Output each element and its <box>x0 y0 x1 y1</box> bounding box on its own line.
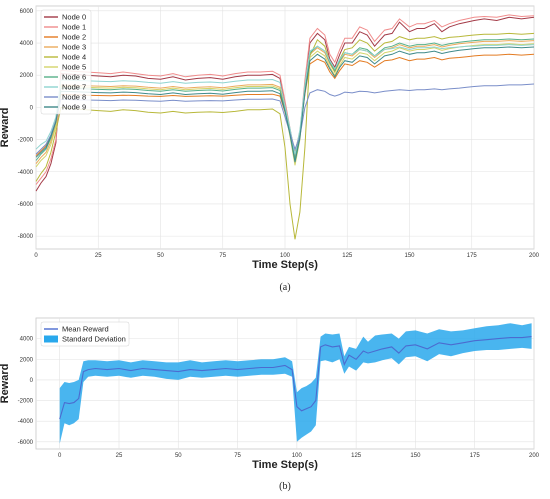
x-axis-label: Time Step(s) <box>252 259 318 271</box>
figure-caption: (a) <box>279 282 290 293</box>
y-tick-label: 4000 <box>20 41 34 47</box>
series-line-7 <box>35 44 535 155</box>
y-tick-label: -6000 <box>18 440 34 446</box>
legend-label: Standard Deviation <box>62 335 126 344</box>
y-axis-label: Reward <box>0 108 11 148</box>
mean-reward-line <box>59 336 532 420</box>
chart-b: 0 25 50 75 100 125 150 175 200 -6000 -4000 -2000 0 20… <box>0 317 540 492</box>
figure-caption: (b) <box>279 481 291 492</box>
x-tick-label: 100 <box>280 253 291 259</box>
legend-label: Node 7 <box>62 83 86 92</box>
y-tick-label: 0 <box>30 378 34 384</box>
series-line-8 <box>35 83 535 155</box>
x-tick-label: 0 <box>58 453 62 459</box>
legend-label: Node 0 <box>62 13 86 22</box>
series-line-4 <box>35 32 535 240</box>
y-tick-label: 4000 <box>20 337 34 343</box>
x-tick-label: 50 <box>157 253 164 259</box>
y-tick-label: -6000 <box>18 202 34 208</box>
x-tick-label: 25 <box>116 453 123 459</box>
y-tick-label: 6000 <box>20 9 34 15</box>
legend-label: Node 6 <box>62 73 86 82</box>
y-tick-label: -2000 <box>18 138 34 144</box>
legend-label: Node 3 <box>62 43 86 52</box>
std-deviation-band <box>59 323 532 444</box>
x-tick-label: 150 <box>404 253 415 259</box>
y-tick-label: -4000 <box>18 419 34 425</box>
legend-box <box>40 9 92 115</box>
x-tick-label: 175 <box>470 453 481 459</box>
x-tick-label: 200 <box>529 253 540 259</box>
y-tick-label: -2000 <box>18 399 34 405</box>
y-tick-label: 2000 <box>20 357 34 363</box>
legend-label: Node 2 <box>62 33 86 42</box>
x-axis-label: Time Step(s) <box>252 459 318 471</box>
x-tick-label: 125 <box>351 453 362 459</box>
y-tick-label: 0 <box>30 105 34 111</box>
x-tick-label: 50 <box>175 453 182 459</box>
x-tick-label: 125 <box>342 253 353 259</box>
x-tick-label: 150 <box>410 453 421 459</box>
legend-swatch <box>44 335 58 343</box>
x-tick-label: 175 <box>467 253 478 259</box>
x-tick-label: 100 <box>292 453 303 459</box>
legend-label: Node 8 <box>62 93 86 102</box>
y-tick-label: -8000 <box>18 234 34 240</box>
chart-a: 0 25 50 75 100 125 150 175 200 -8000 -6000 -4000 -20… <box>0 5 540 293</box>
legend-label: Node 4 <box>62 53 86 62</box>
x-tick-label: 25 <box>95 253 102 259</box>
legend-label: Node 5 <box>62 63 86 72</box>
x-tick-label: 0 <box>34 253 38 259</box>
y-axis-label: Reward <box>0 364 11 404</box>
x-tick-label: 200 <box>529 453 540 459</box>
series-line-9 <box>35 46 535 163</box>
y-tick-label: 2000 <box>20 73 34 79</box>
legend-label: Node 1 <box>62 23 86 32</box>
y-tick-label: -4000 <box>18 170 34 176</box>
x-tick-label: 75 <box>219 253 226 259</box>
series-line-1 <box>35 14 535 185</box>
legend-label: Mean Reward <box>62 325 109 334</box>
legend-label: Node 9 <box>62 103 86 112</box>
legend-box <box>40 321 130 347</box>
x-tick-label: 75 <box>234 453 241 459</box>
